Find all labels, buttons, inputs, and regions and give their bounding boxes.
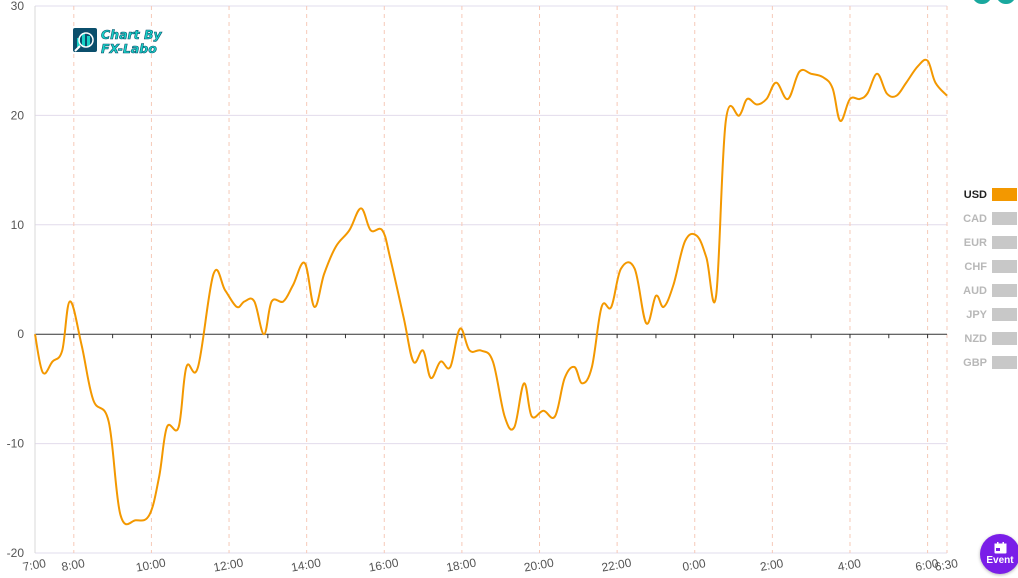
chart-series [34, 58, 948, 526]
x-tick-label: 18:00 [445, 556, 477, 575]
chart-logo-icon [73, 28, 97, 52]
legend-swatch [992, 260, 1017, 273]
chart-grid [34, 5, 948, 554]
legend-item-chf[interactable]: CHF [964, 260, 1017, 273]
x-tick-label: 4:00 [837, 556, 863, 574]
x-tick-label: 12:00 [212, 556, 244, 575]
chart-legend[interactable]: USD CAD EUR CHF AUD JPY NZD GBP [963, 188, 1017, 369]
legend-label: GBP [963, 357, 987, 369]
legend-swatch [992, 284, 1017, 297]
x-tick-label: 22:00 [600, 556, 632, 575]
x-tick-label: 16:00 [368, 556, 400, 575]
series-line-usd [34, 58, 948, 526]
logo-line2: FX-Labo [101, 41, 157, 56]
legend-item-aud[interactable]: AUD [963, 284, 1017, 297]
calendar-icon [994, 542, 1006, 554]
legend-label: USD [964, 189, 987, 201]
legend-label: CHF [964, 261, 987, 273]
event-button[interactable]: Event [980, 534, 1018, 574]
chart-axes: -20 -10 0 10 20 30 7:00 8:00 10:00 12:00 14:00 16:0… [7, 0, 960, 575]
event-label: Event [986, 555, 1014, 566]
y-tick-label: -20 [7, 546, 25, 560]
y-tick-label: 10 [11, 218, 25, 232]
legend-swatch [992, 356, 1017, 369]
legend-item-jpy[interactable]: JPY [966, 308, 1017, 321]
legend-item-cad[interactable]: CAD [963, 212, 1017, 225]
legend-swatch [992, 212, 1017, 225]
x-tick-label: 7:00 [22, 556, 48, 574]
legend-label: AUD [963, 285, 987, 297]
legend-swatch [992, 188, 1017, 201]
legend-label: CAD [963, 213, 987, 225]
legend-swatch [992, 308, 1017, 321]
y-tick-label: 0 [17, 327, 24, 341]
legend-label: EUR [964, 237, 987, 249]
x-tick-label: 6:00 [914, 556, 940, 574]
x-tick-label: 6:30 [934, 556, 960, 574]
legend-item-eur[interactable]: EUR [964, 236, 1017, 249]
legend-label: JPY [966, 309, 987, 321]
y-tick-label: 20 [11, 108, 25, 122]
x-tick-label: 8:00 [60, 556, 86, 574]
chart-logo: Chart By FX-Labo [73, 27, 163, 56]
y-tick-label: -10 [7, 437, 25, 451]
x-tick-label: 0:00 [681, 556, 707, 574]
legend-item-gbp[interactable]: GBP [963, 356, 1017, 369]
legend-item-usd[interactable]: USD [964, 188, 1017, 201]
y-tick-label: 30 [11, 0, 25, 13]
legend-swatch [992, 332, 1017, 345]
corner-logo-fragment [972, 0, 1018, 4]
x-tick-label: 14:00 [290, 556, 322, 575]
x-tick-label: 10:00 [135, 556, 167, 575]
legend-swatch [992, 236, 1017, 249]
legend-label: NZD [964, 333, 987, 345]
x-tick-label: 20:00 [523, 556, 555, 575]
x-tick-label: 2:00 [759, 556, 785, 574]
legend-item-nzd[interactable]: NZD [964, 332, 1017, 345]
logo-line1: Chart By [101, 27, 163, 42]
